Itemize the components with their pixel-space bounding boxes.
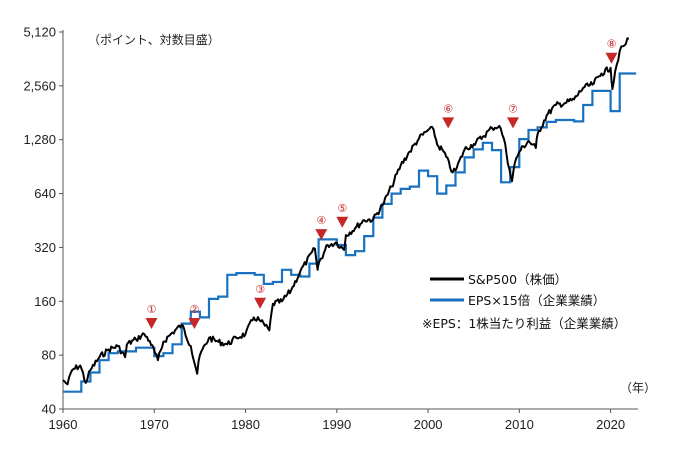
y-tick-label: 1,280	[23, 132, 56, 147]
x-tick-label: 1990	[322, 417, 351, 432]
series-line-eps	[63, 72, 637, 393]
x-unit-note: （年）	[620, 381, 656, 395]
y-tick-label: 640	[34, 186, 56, 201]
y-tick-label: 5,120	[23, 25, 56, 40]
legend-label-eps: EPS×15倍（企業業績）	[468, 293, 605, 308]
y-unit-note: （ポイント、対数目盛）	[88, 32, 220, 47]
event-marker	[145, 318, 158, 329]
x-tick-label: 1960	[49, 417, 78, 432]
event-marker	[507, 117, 519, 129]
y-tick-label: 80	[42, 348, 56, 363]
y-tick-label: 160	[34, 294, 56, 309]
events-layer: ① ② ③ ④⑤ ⑥ ⑦ ⑧	[145, 38, 618, 329]
series-line-sp500	[62, 37, 630, 386]
event-label: ④	[316, 214, 326, 227]
legend-footnote: ※EPS：1株当たり利益（企業業績）	[422, 316, 626, 331]
event-marker	[315, 229, 328, 241]
legend-label-sp500: S&P500（株価）	[468, 272, 567, 287]
series-layer	[62, 37, 637, 393]
event-marker	[254, 297, 267, 309]
axes: 40 80 160 320 640 1,280 2,560 5,120 1960 1970 1980…	[23, 25, 638, 432]
event-label: ⑦	[508, 102, 518, 115]
x-tick-label: 2010	[505, 417, 534, 432]
event-label: ⑥	[443, 102, 453, 115]
x-tick-label: 1980	[231, 417, 260, 432]
event-label: ③	[255, 283, 265, 296]
legend: S&P500（株価） EPS×15倍（企業業績） ※EPS：1株当たり利益（企業…	[422, 272, 626, 331]
event-label: ②	[189, 303, 199, 316]
y-tick-label: 320	[34, 240, 56, 255]
event-label: ①	[147, 303, 157, 316]
event-marker	[188, 318, 201, 329]
y-tick-label: 2,560	[23, 78, 56, 93]
x-tick-label: 1970	[140, 417, 169, 432]
event-marker	[336, 216, 349, 228]
x-tick-label: 2020	[596, 417, 625, 432]
event-label: ⑤	[337, 202, 347, 215]
event-marker	[442, 117, 455, 129]
event-marker	[605, 52, 618, 64]
y-tick-label: 40	[42, 402, 56, 417]
x-tick-label: 2000	[414, 417, 443, 432]
event-label: ⑧	[607, 38, 617, 51]
